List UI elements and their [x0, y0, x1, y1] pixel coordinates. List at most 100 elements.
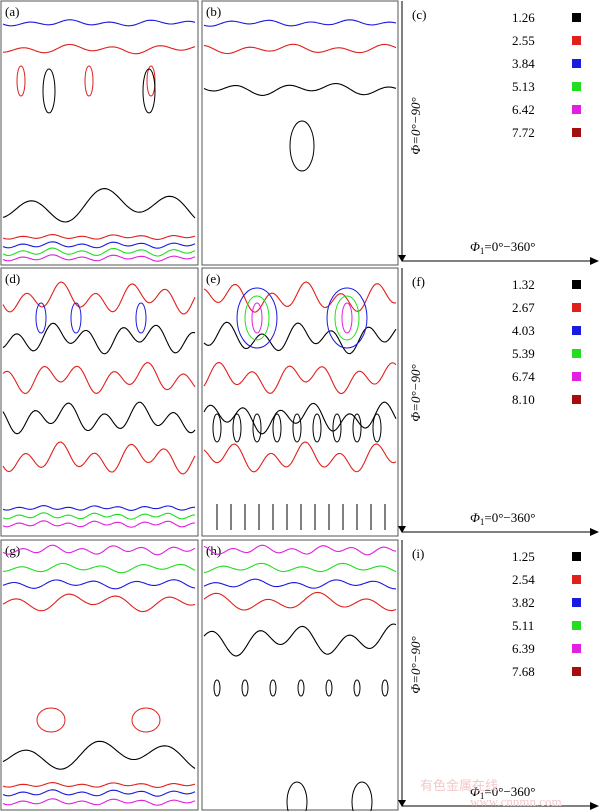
panel-frame — [201, 0, 399, 266]
legend-swatch — [572, 395, 581, 404]
contour — [2, 782, 196, 788]
contour — [2, 281, 196, 315]
contour — [2, 43, 196, 55]
contour — [2, 798, 196, 806]
contour — [289, 120, 315, 172]
contour — [2, 241, 196, 249]
contour — [312, 413, 322, 443]
contour — [3, 562, 196, 574]
axis-label-subscript: 1 — [480, 246, 485, 256]
contour — [70, 302, 82, 334]
axis-label-symbol: Φ — [470, 239, 480, 254]
contour — [203, 544, 397, 556]
watermark-url: www.cnnmn.com — [470, 794, 562, 809]
contour — [341, 302, 353, 334]
contour — [297, 679, 305, 697]
axis-label: Φ=0°−90° — [408, 636, 423, 693]
contour — [16, 65, 26, 97]
legend-label: 1.26 — [512, 10, 535, 25]
contour — [203, 281, 397, 313]
legend-swatch — [572, 82, 581, 91]
legend-label: 5.11 — [512, 618, 534, 633]
contour — [252, 413, 262, 443]
panel-label: (d) — [5, 271, 20, 286]
contour — [203, 578, 396, 590]
contour — [244, 295, 270, 341]
contour — [2, 188, 196, 223]
contour — [146, 65, 156, 97]
contour — [381, 679, 389, 697]
legend-swatch — [572, 13, 581, 22]
legend-swatch — [572, 303, 581, 312]
contour — [42, 68, 56, 114]
contour — [2, 19, 196, 27]
axis-label-range: =0°−360° — [484, 784, 535, 799]
axis-label: Φ=0°−90° — [408, 97, 423, 154]
panel-label: (c) — [412, 7, 426, 22]
contour — [2, 505, 195, 511]
axis-label-symbol: Φ — [470, 784, 480, 799]
legend-swatch — [572, 552, 581, 561]
legend-swatch — [572, 128, 581, 137]
watermark: 有色金属在线 — [420, 778, 498, 794]
contour — [326, 287, 368, 349]
legend-label: 2.54 — [512, 572, 535, 587]
legend-label: 5.13 — [512, 79, 535, 94]
panel-frame — [201, 539, 399, 811]
contour — [241, 679, 249, 697]
axis-label-symbol: Φ — [470, 510, 480, 525]
contour — [351, 781, 373, 811]
legend-label: 7.68 — [512, 664, 535, 679]
contour — [131, 707, 161, 733]
legend-label: 6.39 — [512, 641, 535, 656]
contour — [203, 362, 397, 395]
panel-frame — [0, 0, 199, 266]
legend-label: 8.10 — [512, 392, 535, 407]
axis-arrow — [590, 257, 599, 265]
panel-frame — [0, 267, 199, 537]
contour — [292, 413, 302, 443]
legend-label: 1.25 — [512, 549, 535, 564]
contour — [236, 287, 278, 349]
axis-label: Φ1=0°−360° — [470, 784, 535, 801]
axis-label-subscript: 1 — [480, 517, 485, 527]
legend-label: 3.84 — [512, 56, 535, 71]
contour — [35, 302, 47, 334]
legend-swatch — [572, 280, 581, 289]
panel-frame — [201, 267, 399, 537]
contour — [352, 413, 362, 443]
legend-swatch — [572, 621, 581, 630]
axis-label: Φ1=0°−360° — [470, 510, 535, 527]
contour — [2, 512, 196, 520]
legend-label: 1.32 — [512, 277, 535, 292]
contour — [286, 781, 308, 811]
contour — [2, 247, 196, 257]
contour — [2, 544, 196, 556]
panel-label: (e) — [206, 271, 220, 286]
legend-label: 2.67 — [512, 300, 535, 315]
contour — [203, 562, 397, 574]
contour — [2, 401, 196, 435]
contour — [203, 591, 397, 612]
axis-arrow — [398, 800, 406, 807]
legend-label: 6.42 — [512, 102, 535, 117]
contour — [203, 43, 397, 55]
contour — [251, 302, 263, 334]
legend-swatch — [572, 644, 581, 653]
contour — [2, 579, 196, 590]
contour — [2, 789, 196, 797]
legend-swatch — [572, 326, 581, 335]
contour — [213, 679, 221, 697]
contour — [272, 413, 282, 443]
legend-label: 5.39 — [512, 346, 535, 361]
panel-label: (a) — [5, 4, 19, 19]
axis-arrow — [398, 526, 406, 533]
contour — [135, 302, 147, 334]
contour — [2, 441, 196, 475]
contour — [203, 441, 397, 473]
panel-frame — [0, 539, 199, 811]
axis-label-subscript: 1 — [480, 791, 485, 801]
contour — [2, 362, 196, 395]
contour — [212, 413, 222, 443]
